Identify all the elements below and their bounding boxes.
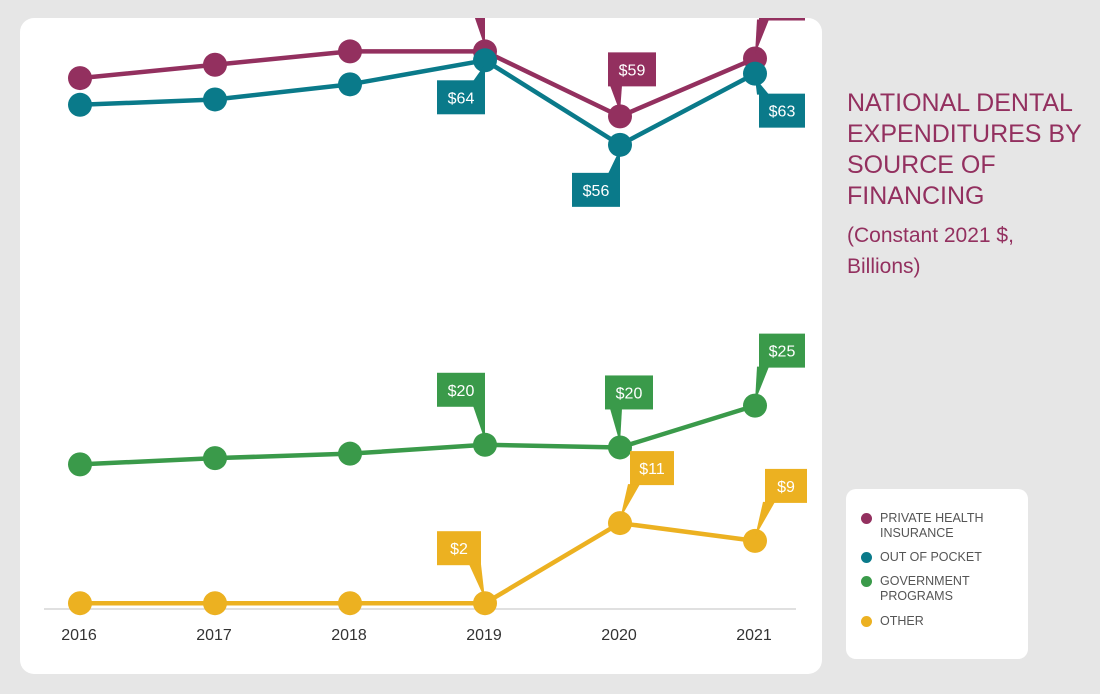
data-label: $63 (755, 77, 805, 128)
data-point (473, 48, 497, 73)
data-label: $65 (755, 18, 805, 55)
data-label: $59 (608, 52, 656, 113)
svg-text:$20: $20 (616, 385, 643, 402)
chart-subtitle: (Constant 2021 $, Billions) (847, 224, 1014, 278)
series-line (80, 520, 756, 606)
chart-panel: 2016 2017 2018 2019 2020 2021 $66 $59 $65 $64 $56… (20, 18, 822, 674)
legend-label-oop: OUT OF POCKET (880, 550, 982, 564)
svg-text:$64: $64 (448, 90, 475, 107)
data-point (203, 591, 227, 616)
chart-title-block: NATIONAL DENTAL EXPENDITURES BY SOURCE O… (847, 88, 1087, 282)
data-point (338, 39, 362, 64)
svg-text:$59: $59 (619, 62, 646, 79)
svg-text:$20: $20 (448, 383, 475, 400)
svg-text:$56: $56 (583, 183, 610, 200)
svg-text:$25: $25 (769, 344, 796, 361)
svg-text:$9: $9 (777, 479, 795, 496)
series-line (79, 58, 757, 148)
data-label: $9 (755, 468, 807, 537)
data-point (338, 591, 362, 616)
data-point (338, 72, 362, 97)
data-label: $56 (572, 148, 620, 207)
data-point (608, 511, 632, 536)
data-point (68, 591, 92, 616)
legend-label-gov: GOVERNMENT PROGRAMS (880, 574, 970, 603)
x-tick-label: 2016 (61, 627, 97, 644)
legend-swatch-private (861, 513, 872, 524)
data-point (608, 104, 632, 129)
legend-swatch-gov (861, 576, 872, 587)
legend-item-government-programs: GOVERNMENT PROGRAMS (861, 574, 1010, 604)
legend-swatch-oop (861, 552, 872, 563)
legend-item-other: OTHER (861, 614, 1010, 629)
data-label: $20 (437, 372, 485, 441)
legend-item-out-of-pocket: OUT OF POCKET (861, 550, 1010, 565)
legend-label-private: PRIVATE HEALTH INSURANCE (880, 511, 984, 540)
data-point (743, 61, 767, 86)
data-point (338, 441, 362, 466)
svg-text:$2: $2 (450, 541, 468, 558)
data-label: $64 (437, 64, 485, 115)
x-tick-label: 2017 (196, 627, 232, 644)
x-tick-label: 2018 (331, 627, 367, 644)
data-point (608, 132, 632, 157)
data-point (68, 452, 92, 477)
line-chart: 2016 2017 2018 2019 2020 2021 $66 $59 $65 $64 $56… (44, 18, 807, 644)
svg-text:$11: $11 (639, 461, 665, 478)
data-point (743, 528, 767, 553)
x-tick-label: 2020 (601, 627, 637, 644)
chart-title: NATIONAL DENTAL EXPENDITURES BY SOURCE O… (847, 89, 1082, 210)
data-point (473, 432, 497, 457)
data-point (68, 92, 92, 117)
data-point (608, 435, 632, 460)
data-point (68, 66, 92, 91)
data-point (743, 393, 767, 418)
data-point (473, 591, 497, 616)
series-line (79, 49, 756, 119)
data-label: $11 (620, 451, 674, 520)
x-tick-label: 2019 (466, 627, 502, 644)
x-tick-label: 2021 (736, 627, 772, 644)
data-label: $25 (755, 333, 805, 402)
legend-swatch-other (861, 616, 872, 627)
data-label: $66 (474, 18, 485, 48)
data-label: $20 (605, 375, 653, 444)
data-point (203, 52, 227, 77)
data-label: $2 (437, 531, 485, 600)
data-point (203, 446, 227, 471)
legend-label-other: OTHER (880, 614, 924, 628)
series-line (79, 403, 756, 467)
svg-text:$63: $63 (769, 104, 796, 121)
legend-item-private-health-insurance: PRIVATE HEALTH INSURANCE (861, 511, 1010, 541)
legend: PRIVATE HEALTH INSURANCE OUT OF POCKET G… (846, 489, 1028, 659)
data-point (203, 87, 227, 112)
